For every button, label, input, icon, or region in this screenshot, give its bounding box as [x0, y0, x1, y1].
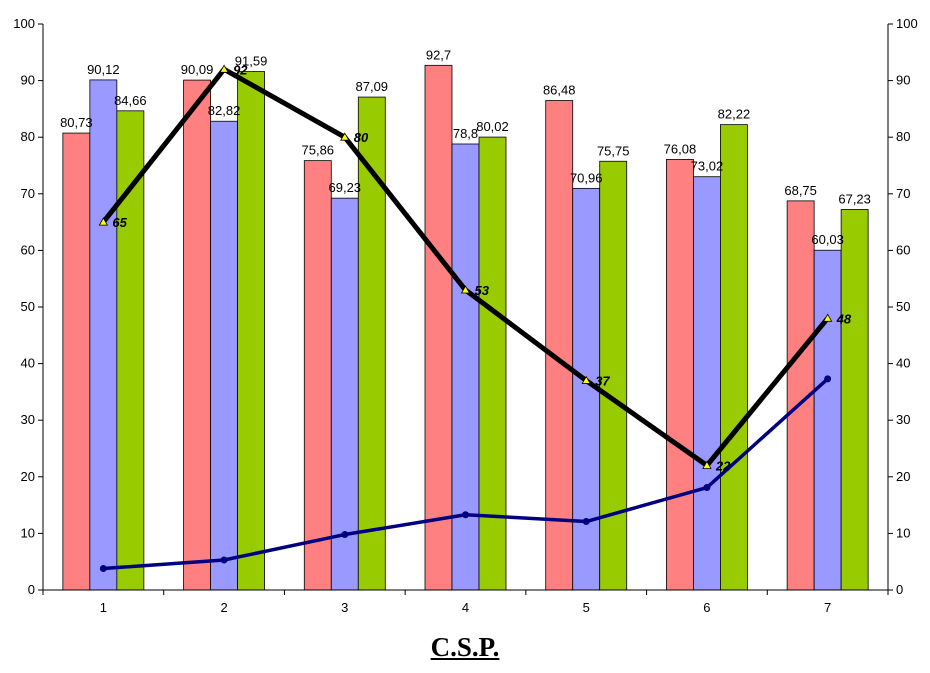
bar-value-label: 90,09	[181, 62, 214, 77]
bar-value-label: 68,75	[784, 183, 817, 198]
line-marker-dot	[582, 518, 590, 526]
y-tick-label: 50	[21, 299, 35, 314]
y-tick-label: 70	[21, 186, 35, 201]
y-tick-label: 30	[21, 412, 35, 427]
bar-s3-6	[720, 124, 748, 591]
bar-s2-6	[693, 176, 721, 591]
bar-value-label: 91,59	[235, 54, 268, 69]
line-value-label: 80	[354, 130, 369, 145]
line-marker-dot	[703, 484, 711, 492]
bar-value-label: 70,96	[570, 170, 603, 185]
x-axis-label: C.S.P.	[430, 632, 500, 662]
line-marker-triangle	[822, 313, 833, 322]
bar-value-label: 73,02	[691, 159, 724, 174]
y-tick-label: 40	[21, 356, 35, 371]
line-value-label: 22	[715, 458, 731, 473]
bar-value-label: 80,02	[476, 119, 509, 134]
y2-tick-label: 90	[896, 73, 910, 88]
bar-value-label: 90,12	[87, 62, 120, 77]
line-marker-dot	[220, 556, 228, 564]
y-tick-label: 10	[21, 525, 35, 540]
x-tick-label: 5	[583, 600, 590, 615]
line-value-label: 37	[595, 374, 610, 389]
line-marker-triangle	[702, 460, 712, 469]
bar-s2-1	[89, 79, 118, 591]
y2-tick-label: 30	[896, 412, 910, 427]
bar-s3-7	[840, 209, 869, 591]
bar-s2-2	[210, 120, 238, 591]
y-tick-label: 90	[21, 73, 35, 88]
bar-value-label: 75,86	[302, 143, 335, 158]
bar-s3-4	[478, 136, 507, 591]
line-value-label: 48	[836, 311, 852, 326]
y2-tick-label: 70	[896, 186, 910, 201]
bar-s2-7	[813, 249, 842, 591]
bar-s3-1	[116, 110, 145, 591]
y2-tick-label: 20	[896, 469, 910, 484]
x-tick-label: 7	[824, 600, 831, 615]
bar-value-label: 82,22	[718, 107, 751, 122]
line-marker-dot	[824, 375, 832, 383]
y2-tick-label: 0	[896, 582, 903, 597]
x-tick-label: 6	[703, 600, 710, 615]
bar-s2-4	[451, 143, 480, 591]
bar-value-label: 92,7	[426, 47, 451, 62]
bar-value-label: 69,23	[329, 180, 362, 195]
y2-tick-label: 80	[896, 129, 910, 144]
line-value-label: 92	[233, 62, 248, 77]
y2-tick-label: 50	[896, 299, 910, 314]
bar-value-label: 75,75	[597, 143, 630, 158]
bar-value-label: 80,73	[60, 115, 93, 130]
bar-s1-4	[424, 64, 453, 591]
bar-s1-1	[62, 132, 91, 591]
y-tick-label: 100	[13, 16, 35, 31]
x-tick-label: 3	[341, 600, 348, 615]
line-marker-triangle	[460, 285, 471, 294]
x-tick-label: 2	[220, 600, 227, 615]
y-tick-label: 0	[28, 582, 35, 597]
bar-value-label: 82,82	[208, 103, 241, 118]
bar-s2-3	[330, 197, 359, 591]
x-tick-label: 4	[462, 600, 469, 615]
y2-tick-label: 10	[896, 525, 910, 540]
bar-s1-3	[303, 160, 332, 591]
line-marker-dot	[99, 564, 107, 572]
line-marker-dot	[341, 531, 349, 539]
line-marker-triangle	[340, 132, 350, 141]
chart-plot: 0 10 20 30 40 50 60 70 80 90 100 0 10 20 30 40 50 60 70 80 9…	[13, 16, 918, 615]
line-marker-triangle	[98, 217, 109, 226]
bar-value-label: 84,66	[114, 93, 147, 108]
bar-value-label: 76,08	[664, 141, 697, 156]
line-marker-triangle	[219, 64, 229, 73]
x-tick-label: 1	[100, 600, 107, 615]
bar-value-label: 87,09	[356, 79, 389, 94]
bar-s1-2	[183, 79, 211, 591]
y2-tick-label: 100	[896, 16, 918, 31]
bar-s3-2	[237, 71, 265, 591]
bar-s1-6	[666, 158, 694, 591]
bar-value-label: 78,8	[453, 126, 478, 141]
y2-tick-label: 40	[896, 356, 910, 371]
y-tick-label: 80	[21, 129, 35, 144]
line-value-label: 53	[475, 283, 490, 298]
bar-value-label: 67,23	[838, 191, 871, 206]
bar-s1-5	[545, 100, 574, 591]
line-marker-dot	[462, 511, 469, 519]
y-tick-label: 20	[21, 469, 35, 484]
y2-tick-label: 60	[896, 242, 910, 257]
line-marker-triangle	[581, 375, 591, 384]
y-tick-label: 60	[21, 242, 35, 257]
bar-value-label: 60,03	[811, 232, 844, 247]
line-value-label: 65	[112, 215, 127, 230]
bar-value-label: 86,48	[543, 83, 576, 98]
